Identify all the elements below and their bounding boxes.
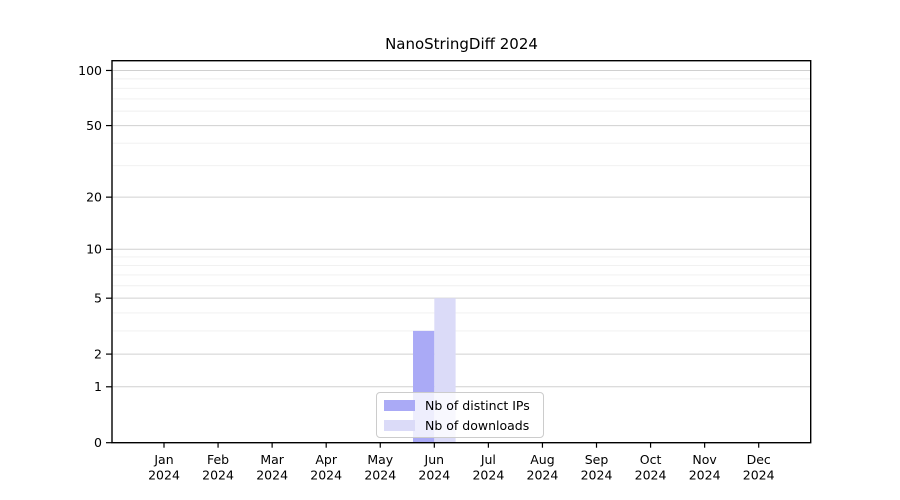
- x-tick-label-month-mar: Mar: [260, 452, 284, 467]
- y-tick-label-50: 50: [86, 118, 102, 133]
- x-tick-label-year-apr: 2024: [310, 468, 342, 483]
- x-axis-ticks: Jan2024Feb2024Mar2024Apr2024May2024Jun20…: [148, 442, 775, 483]
- x-tick-label-year-aug: 2024: [527, 468, 559, 483]
- x-tick-label-month-jan: Jan: [153, 452, 173, 467]
- major-gridlines: [112, 69, 810, 388]
- legend-item-distinct-ips: Nb of distinct IPs: [384, 397, 543, 413]
- x-tick-label-year-jun: 2024: [418, 468, 450, 483]
- legend-label-downloads: Nb of downloads: [425, 417, 530, 433]
- x-tick-label-month-nov: Nov: [692, 452, 717, 467]
- legend-label-distinct-ips: Nb of distinct IPs: [425, 397, 530, 413]
- y-tick-label-100: 100: [78, 63, 102, 78]
- x-tick-label-month-may: May: [367, 452, 393, 467]
- y-tick-label-10: 10: [86, 242, 102, 257]
- x-tick-label-year-may: 2024: [364, 468, 396, 483]
- x-tick-label-month-sep: Sep: [585, 452, 609, 467]
- chart-title: NanoStringDiff 2024: [385, 35, 538, 53]
- axis-frame: [111, 60, 812, 444]
- x-tick-label-month-dec: Dec: [747, 452, 771, 467]
- x-tick-label-year-sep: 2024: [581, 468, 613, 483]
- x-tick-label-year-mar: 2024: [256, 468, 288, 483]
- legend-swatch-downloads: [384, 419, 415, 431]
- legend-swatch-distinct-ips: [384, 399, 415, 411]
- minor-gridlines: [112, 78, 810, 332]
- x-tick-label-month-jun: Jun: [424, 452, 445, 467]
- x-tick-label-month-apr: Apr: [315, 452, 337, 467]
- x-tick-label-year-oct: 2024: [635, 468, 667, 483]
- x-tick-label-year-jan: 2024: [148, 468, 180, 483]
- x-tick-label-year-jul: 2024: [472, 468, 504, 483]
- x-tick-label-year-feb: 2024: [202, 468, 234, 483]
- x-tick-label-month-feb: Feb: [207, 452, 229, 467]
- y-axis-ticks: 0 1 2 5 10 20 50 100: [78, 63, 112, 450]
- x-tick-label-month-oct: Oct: [640, 452, 662, 467]
- y-tick-label-1: 1: [94, 379, 102, 394]
- x-tick-label-month-jul: Jul: [480, 452, 496, 467]
- x-tick-label-year-dec: 2024: [743, 468, 775, 483]
- x-tick-label-month-aug: Aug: [530, 452, 554, 467]
- y-tick-label-0: 0: [94, 435, 102, 450]
- y-tick-label-20: 20: [86, 189, 102, 204]
- plot-border: [111, 60, 812, 444]
- y-tick-label-2: 2: [94, 346, 102, 361]
- legend-item-downloads: Nb of downloads: [384, 417, 543, 433]
- legend: Nb of distinct IPs Nb of downloads: [376, 392, 544, 438]
- x-tick-label-year-nov: 2024: [689, 468, 721, 483]
- y-tick-label-5: 5: [94, 290, 102, 305]
